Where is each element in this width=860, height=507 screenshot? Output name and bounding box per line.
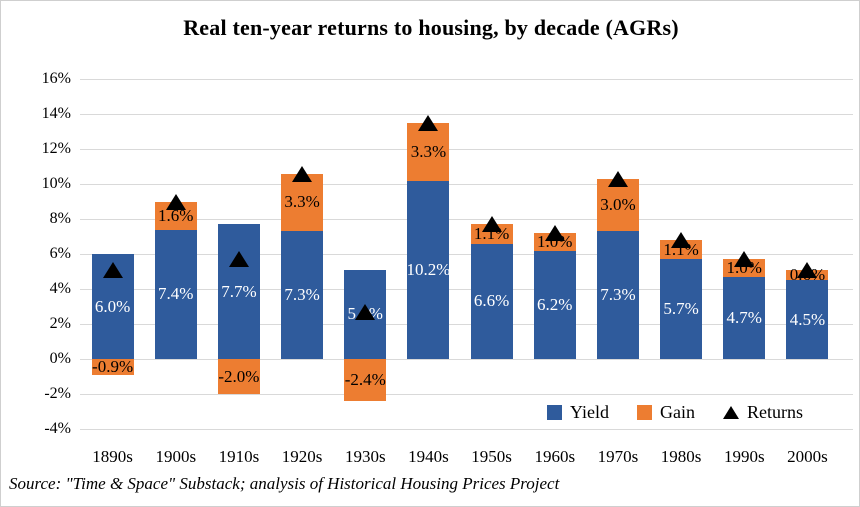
y-axis-tick-label: 0% [49, 350, 71, 367]
bar-gain-1970s [596, 178, 639, 232]
marker-returns-1990s [734, 251, 755, 268]
bar-yield-1920s [281, 231, 324, 359]
gridline-10 [80, 183, 853, 185]
y-axis-tick-label: -4% [44, 420, 71, 437]
x-axis-label-1960s: 1960s [534, 447, 576, 466]
label-yield-1940s: 10.2% [406, 259, 451, 279]
label-yield-1970s: 7.3% [600, 285, 636, 305]
x-axis-label-1980s: 1980s [660, 447, 702, 466]
marker-returns-1920s [292, 165, 313, 182]
label-gain-1910s: -2.0% [218, 366, 260, 386]
legend-label: Yield [570, 401, 609, 422]
bar-gain-1950s [470, 224, 513, 244]
y-axis-tick-label: 10% [41, 175, 71, 192]
marker-returns-1930s [355, 303, 376, 320]
legend-label: Gain [660, 401, 695, 422]
label-yield-1990s: 4.7% [726, 307, 762, 327]
x-axis-label-1940s: 1940s [408, 447, 449, 466]
bar-gain-1990s [723, 259, 766, 277]
bar-yield-1990s [723, 276, 766, 359]
marker-returns-1960s [544, 225, 565, 241]
source-note: Source: "Time & Space" Substack; analysi… [9, 474, 560, 493]
gridline-12 [80, 148, 853, 150]
label-gain-1930s: -2.4% [344, 370, 386, 389]
y-axis-tick-label: 2% [49, 315, 71, 332]
x-axis-label-1920s: 1920s [281, 447, 323, 466]
label-yield-1890s: 6.0% [94, 296, 131, 316]
x-axis-label-1950s: 1950s [471, 447, 512, 466]
label-gain-1890s: -0.9% [92, 356, 134, 376]
x-axis-label-2000s: 2000s [787, 447, 828, 466]
y-axis-tick-label: 12% [41, 140, 71, 157]
label-gain-1970s: 3.0% [600, 195, 636, 214]
x-axis-label-1910s: 1910s [218, 447, 260, 466]
label-yield-1910s: 7.7% [221, 281, 257, 301]
label-yield-1920s: 7.3% [284, 285, 320, 305]
gridline-4 [80, 288, 853, 290]
marker-returns-1980s [671, 232, 692, 248]
bar-yield-1940s [407, 180, 450, 359]
x-axis-label-1970s: 1970s [597, 447, 639, 466]
x-axis-label-1990s: 1990s [723, 447, 765, 466]
marker-returns-1940s [418, 114, 439, 131]
label-yield-1900s: 7.4% [158, 284, 194, 304]
gridline-8 [80, 218, 853, 220]
label-yield-1960s: 6.2% [537, 294, 573, 314]
label-gain-1940s: 3.3% [410, 141, 447, 161]
y-axis-tick-label: 14% [41, 105, 71, 122]
x-axis-label-1900s: 1900s [155, 447, 197, 466]
bar-gain-1980s [660, 240, 703, 260]
marker-returns-1890s [102, 261, 123, 278]
bar-yield-1950s [470, 243, 513, 359]
x-axis-label-1890s: 1890s [92, 447, 133, 466]
chart-legend: Yield Gain Returns [547, 401, 803, 423]
label-yield-1980s: 5.7% [663, 299, 699, 319]
label-gain-1920s: 3.3% [284, 192, 320, 212]
gridline-0 [80, 358, 853, 360]
bar-gain-1920s [281, 173, 324, 232]
legend-label: Returns [747, 401, 803, 422]
bar-gain-1890s [91, 359, 134, 375]
bar-gain-1960s [533, 233, 576, 251]
gridline-6 [80, 253, 853, 255]
bar-gain-1940s [407, 122, 450, 181]
marker-returns-1900s [165, 193, 186, 210]
x-axis-label-1930s: 1930s [344, 447, 386, 466]
gridline-2 [80, 323, 853, 325]
gridline--4 [80, 428, 853, 430]
y-axis-tick-label: -2% [44, 385, 71, 402]
legend-item-gain: Gain [637, 402, 695, 423]
y-axis-tick-label: 4% [49, 280, 71, 297]
legend-item-yield: Yield [547, 402, 609, 423]
bar-yield-1970s [596, 231, 639, 359]
gridline--2 [80, 393, 853, 395]
y-axis-tick-label: 8% [49, 210, 71, 227]
legend-square-icon [637, 404, 652, 420]
bar-gain-1910s [217, 359, 260, 394]
marker-returns-2000s [797, 261, 818, 278]
chart-title: Real ten-year returns to housing, by dec… [183, 15, 679, 40]
legend-triangle-icon [723, 405, 739, 419]
label-yield-2000s: 4.5% [789, 309, 826, 329]
gridline-16 [80, 78, 853, 80]
bar-yield-1900s [154, 229, 197, 359]
legend-square-icon [547, 404, 562, 420]
bar-yield-2000s [786, 280, 829, 359]
gridline-14 [80, 113, 853, 115]
legend-item-returns: Returns [723, 402, 803, 423]
y-axis-tick-label: 16% [41, 70, 71, 87]
bar-gain-1930s [344, 359, 387, 401]
bar-yield-1960s [533, 250, 576, 359]
marker-returns-1970s [607, 170, 628, 187]
label-gain-1900s: 1.6% [158, 205, 194, 225]
marker-returns-1950s [481, 216, 502, 233]
marker-returns-1910s [228, 251, 249, 268]
bar-yield-1910s [217, 224, 260, 359]
bar-yield-1980s [660, 259, 703, 359]
y-axis-tick-label: 6% [49, 245, 71, 262]
label-yield-1950s: 6.6% [473, 291, 510, 311]
